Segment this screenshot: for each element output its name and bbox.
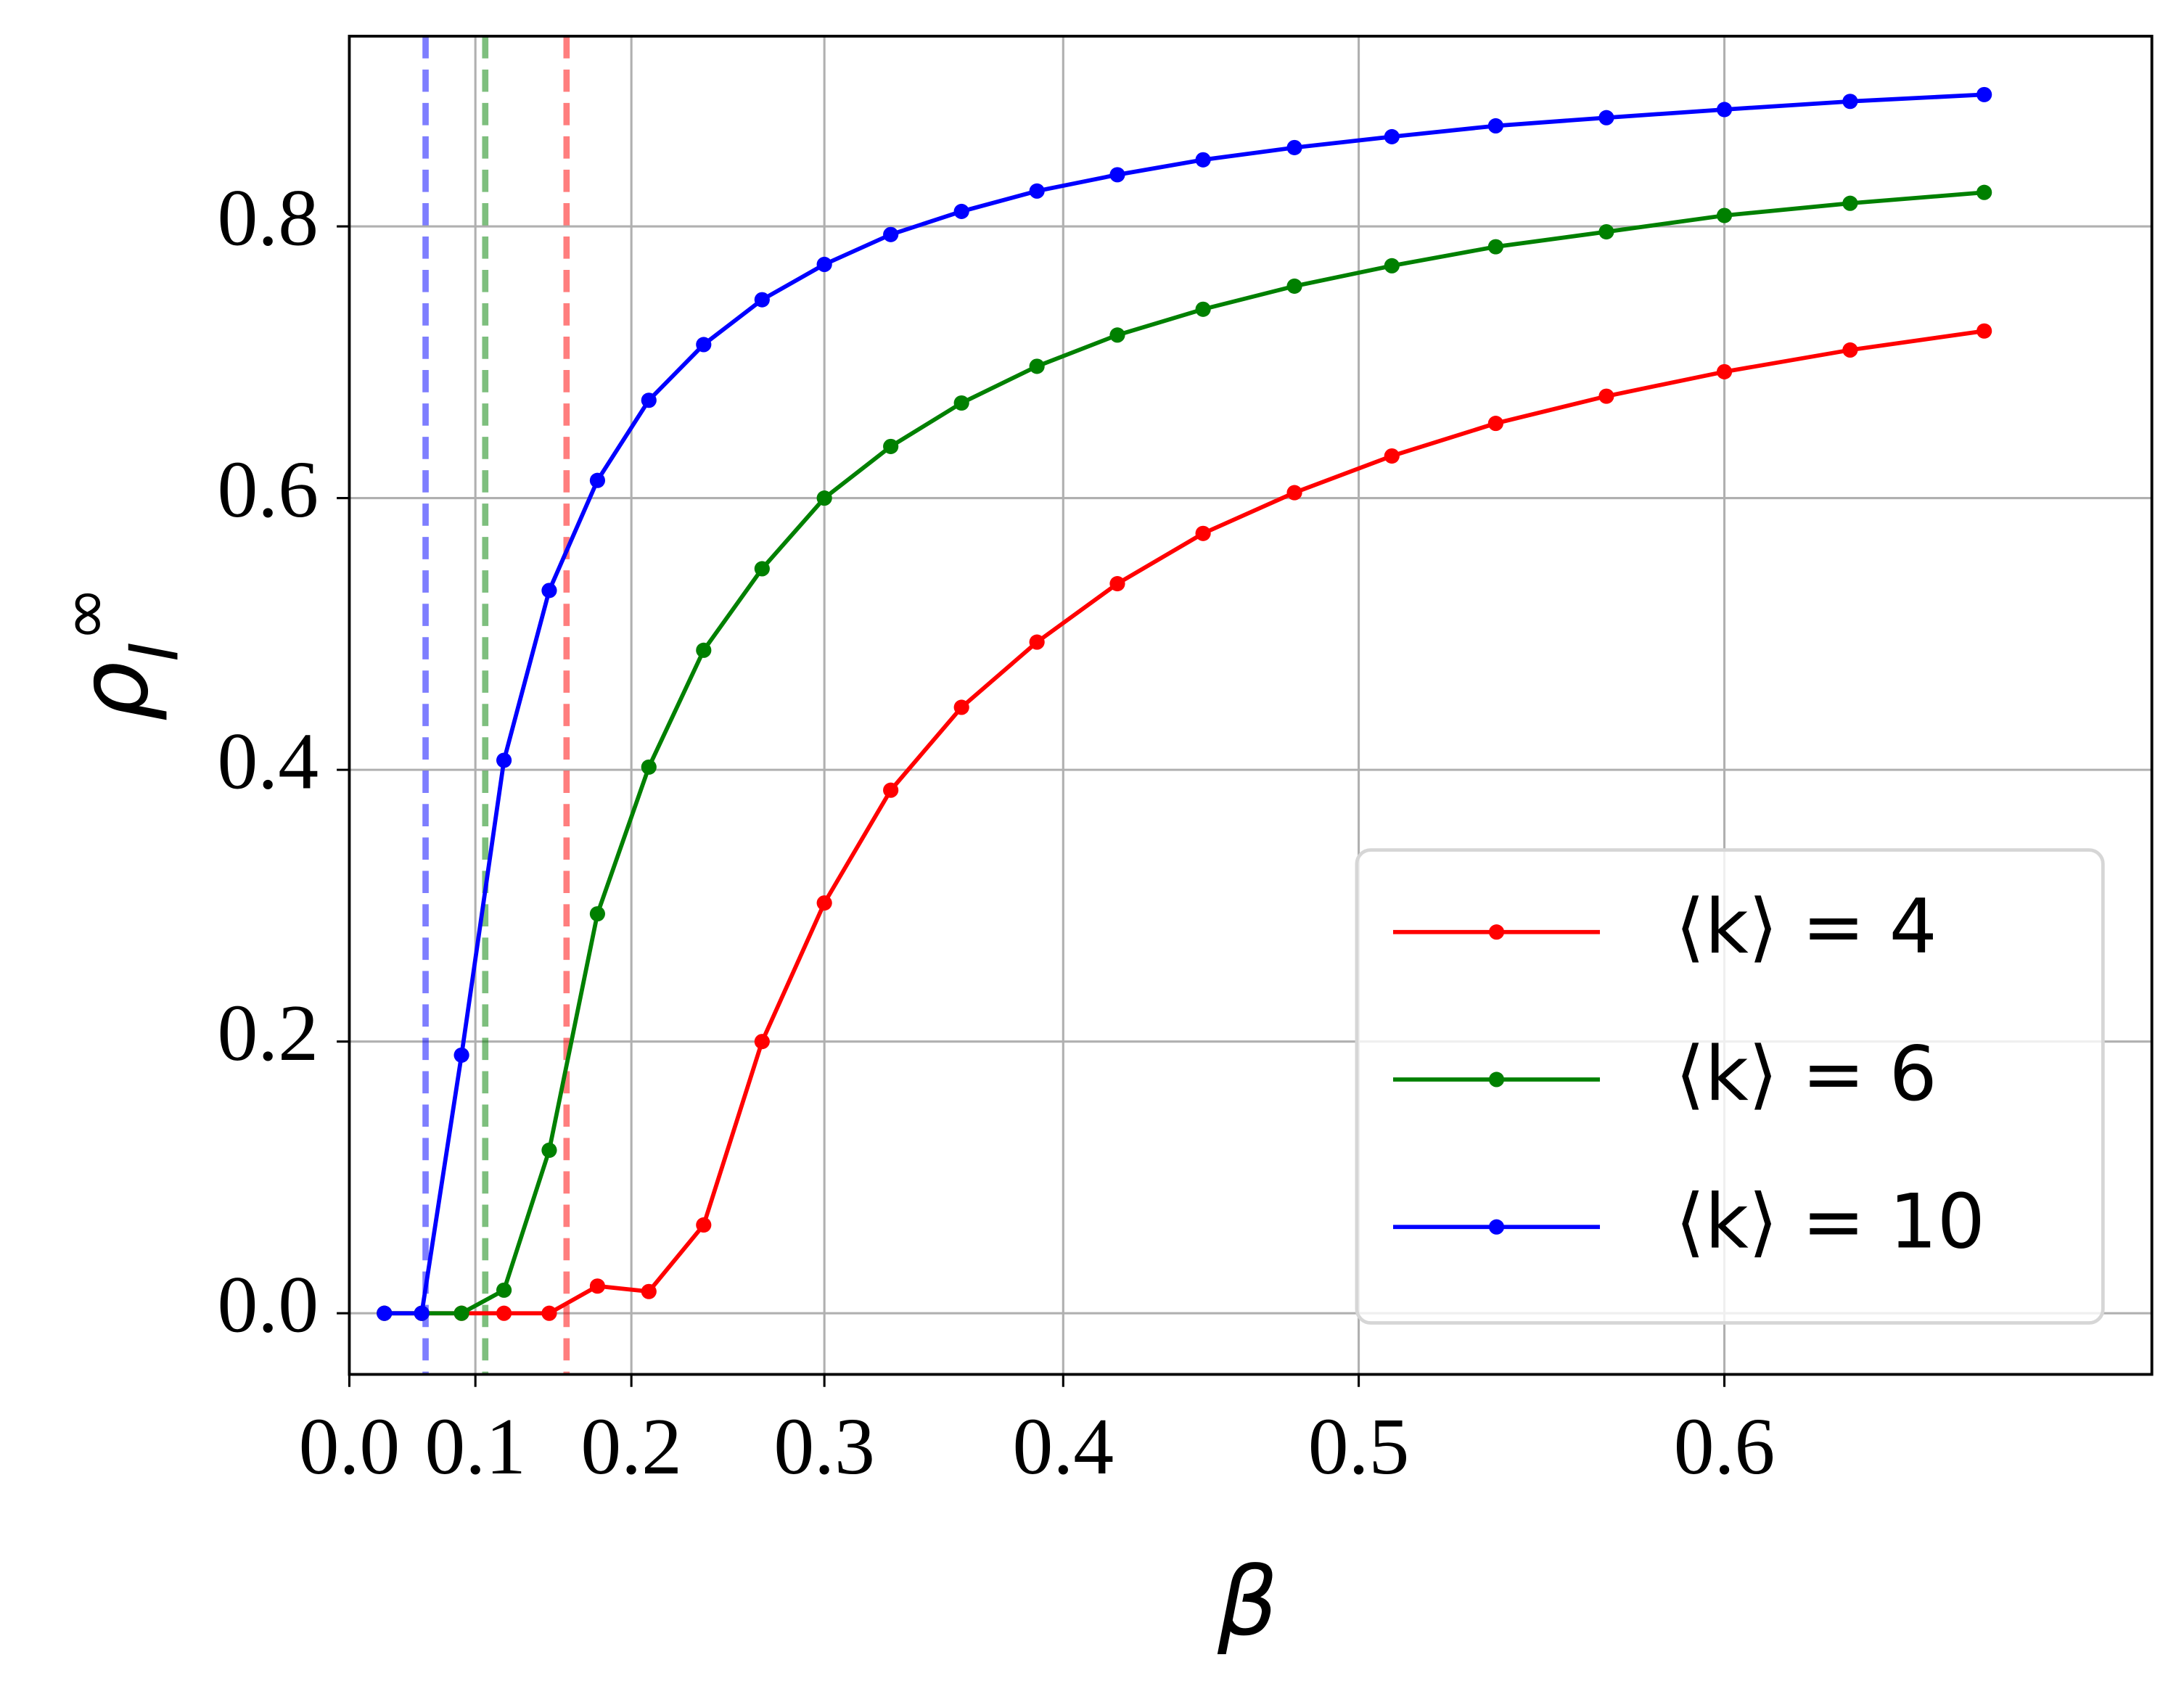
legend-label: ⟨k⟩ = 10 [1675, 1179, 1985, 1266]
y-label-base: ρ [59, 662, 169, 722]
x-tick-label: 0.0 [299, 1402, 401, 1492]
point [1195, 152, 1211, 168]
legend-marker [1488, 1219, 1505, 1235]
point [1598, 110, 1614, 126]
series-line [384, 190, 1984, 1316]
point [1195, 525, 1211, 541]
legend-label: ⟨k⟩ = 4 [1675, 884, 1937, 971]
point [1109, 167, 1125, 183]
point [883, 438, 899, 454]
point [1716, 102, 1733, 118]
point [696, 642, 712, 658]
y-tick-label: 0.0 [217, 1261, 319, 1350]
point [1842, 195, 1858, 211]
point [541, 583, 557, 599]
point [1286, 485, 1302, 501]
y-tick-label: 0.8 [217, 174, 319, 263]
point [953, 203, 969, 219]
x-tick-label: 0.2 [580, 1402, 682, 1492]
point [1195, 301, 1211, 317]
point [1286, 139, 1302, 155]
y-tick-label: 0.6 [217, 445, 319, 535]
y-tick-label: 0.4 [217, 717, 319, 807]
point [1487, 416, 1503, 432]
legend-marker [1488, 1072, 1505, 1087]
series-line [384, 92, 1984, 1316]
y-tick-label: 0.2 [217, 989, 319, 1078]
point [1109, 327, 1125, 343]
x-tick-label: 0.6 [1674, 1402, 1775, 1492]
point [1716, 363, 1733, 379]
point [414, 1305, 430, 1321]
legend: ⟨k⟩ = 4 ⟨k⟩ = 6 ⟨k⟩ = 10 [1355, 848, 2105, 1325]
point [1598, 388, 1614, 404]
point [953, 699, 969, 715]
point [754, 292, 770, 308]
point [641, 759, 657, 775]
point [1842, 342, 1858, 358]
point [496, 1305, 512, 1321]
point [1029, 183, 1045, 199]
point [377, 1305, 393, 1321]
point [541, 1305, 557, 1321]
x-tick-label: 0.3 [773, 1402, 875, 1492]
point [1384, 448, 1400, 464]
point [1286, 278, 1302, 294]
x-axis-label: β [1217, 1547, 1278, 1657]
point [953, 395, 969, 411]
point [453, 1047, 469, 1063]
point [1487, 118, 1503, 134]
point [1976, 184, 1992, 200]
point [696, 337, 712, 353]
point [641, 1283, 657, 1299]
point [816, 256, 832, 273]
x-tick-label: 0.4 [1012, 1402, 1114, 1492]
point [1716, 207, 1733, 223]
legend-marker [1488, 924, 1505, 940]
legend-label: ⟨k⟩ = 6 [1675, 1031, 1937, 1118]
point [883, 226, 899, 242]
point [1842, 94, 1858, 110]
point [883, 782, 899, 798]
point [589, 472, 606, 488]
point [1976, 323, 1992, 339]
point [496, 1282, 512, 1298]
legend-box [1355, 848, 2105, 1325]
plot-frame [348, 34, 2154, 1376]
x-tick-label: 0.1 [424, 1402, 526, 1492]
x-tick-label: 0.5 [1308, 1402, 1410, 1492]
series-line [384, 329, 1985, 1316]
y-axis-label: ρI∞ [45, 586, 194, 722]
point [589, 1278, 606, 1294]
point [1029, 634, 1045, 650]
point [496, 752, 512, 768]
point [589, 906, 606, 922]
point [541, 1142, 557, 1159]
y-label-sup: ∞ [45, 586, 123, 642]
point [816, 490, 832, 506]
point [754, 1034, 770, 1050]
point [1384, 258, 1400, 274]
point [453, 1305, 469, 1321]
point [696, 1217, 712, 1233]
point [754, 561, 770, 577]
point [1598, 223, 1614, 240]
y-label-sub: I [115, 642, 193, 662]
point [1029, 358, 1045, 374]
point [1109, 576, 1125, 592]
point [641, 392, 657, 408]
point [816, 895, 832, 911]
point [1384, 128, 1400, 144]
point [1976, 86, 1992, 102]
point [1487, 239, 1503, 255]
